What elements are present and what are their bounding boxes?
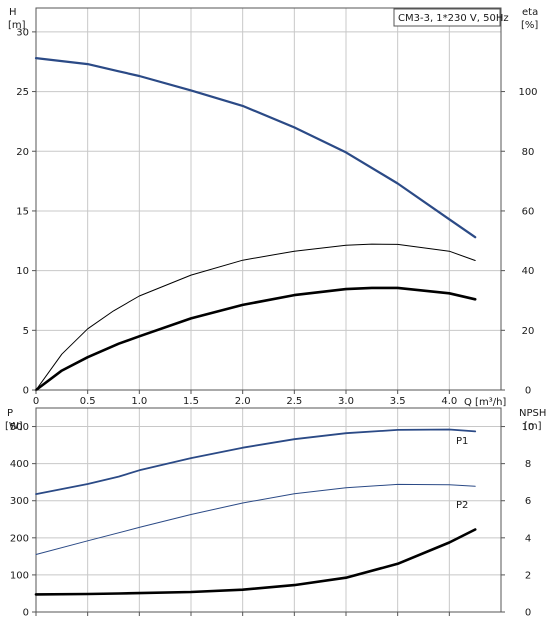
right-tick-label: 0: [525, 386, 531, 397]
x-tick-label: 3.0: [338, 396, 354, 407]
left-tick-label: 25: [16, 87, 29, 98]
left-tick-label: 5: [23, 326, 29, 337]
upper-grid: [36, 8, 501, 390]
left-tick-label: 0: [23, 386, 29, 397]
x-tick-label: 2.0: [235, 396, 251, 407]
left-tick-label: 500: [10, 422, 29, 433]
lower-series-group: P1 P2: [34, 428, 477, 596]
lower-right-axis-unit: [m]: [524, 421, 542, 432]
right-tick-label: 20: [522, 326, 535, 337]
left-tick-label: 20: [16, 147, 29, 158]
lower-left-axis-unit: [W]: [5, 421, 23, 432]
left-tick-label: 10: [16, 266, 29, 277]
series-line-eta_total: [34, 286, 477, 392]
x-tick-label: 0.5: [80, 396, 96, 407]
series-line-p1: [35, 428, 477, 496]
right-tick-label: 8: [525, 459, 531, 470]
left-tick-label: 100: [10, 570, 29, 581]
lower-tick-labels: 0 100 200 300 400 500 0 2 4 6 8 10: [10, 422, 534, 618]
right-tick-label: 40: [522, 266, 535, 277]
left-tick-label: 400: [10, 459, 29, 470]
x-tick-label: 1.0: [131, 396, 147, 407]
right-tick-label: 6: [525, 496, 531, 507]
x-tick-label: 2.5: [286, 396, 302, 407]
x-tick-label: 3.5: [390, 396, 406, 407]
series-line-eta_pump: [35, 243, 476, 391]
upper-panel: 0 0.5 1.0 1.5 2.0 2.5 3.0 3.5 4.0 0 5 10 15 20 25 30 0 20…: [8, 7, 538, 408]
right-tick-label: 2: [525, 570, 531, 581]
upper-plot-frame: [35, 7, 502, 391]
left-tick-label: 300: [10, 496, 29, 507]
upper-left-axis-title: H: [9, 7, 17, 18]
x-tick-label: 1.5: [183, 396, 199, 407]
upper-right-axis-unit: [%]: [521, 20, 538, 31]
right-tick-label: 80: [522, 147, 535, 158]
chart-title: CM3-3, 1*230 V, 50Hz: [398, 13, 509, 24]
left-tick-label: 200: [10, 533, 29, 544]
right-tick-label: 0: [525, 608, 531, 619]
left-tick-label: 15: [16, 206, 29, 217]
x-tick-label: 4.0: [441, 396, 457, 407]
lower-grid: [36, 408, 501, 612]
right-tick-label: 10: [522, 422, 535, 433]
series-line-p2: [35, 483, 476, 555]
x-tick-label: 0: [33, 396, 39, 407]
series-line-h: [34, 56, 477, 239]
upper-tick-labels: 0 0.5 1.0 1.5 2.0 2.5 3.0 3.5 4.0 0 5 10 15 20 25 30 0 20…: [16, 27, 537, 407]
right-tick-label: 4: [525, 533, 531, 544]
right-tick-label: 100: [518, 87, 537, 98]
chart-title-box: [393, 8, 501, 27]
series-label-p1: P1: [456, 436, 468, 447]
left-tick-label: 0: [23, 608, 29, 619]
lower-right-axis-title: NPSH: [519, 408, 546, 419]
lower-left-axis-title: P: [7, 408, 13, 419]
series-label-p2: P2: [456, 500, 468, 511]
upper-left-axis-unit: [m]: [8, 20, 26, 31]
series-line-npsh: [34, 528, 477, 596]
lower-plot-frame: [35, 407, 502, 613]
upper-series-group: [34, 56, 477, 392]
x-axis-label: Q [m³/h]: [464, 397, 506, 408]
right-tick-label: 60: [522, 206, 535, 217]
left-tick-label: 30: [16, 27, 29, 38]
upper-right-axis-title: eta: [522, 7, 538, 18]
